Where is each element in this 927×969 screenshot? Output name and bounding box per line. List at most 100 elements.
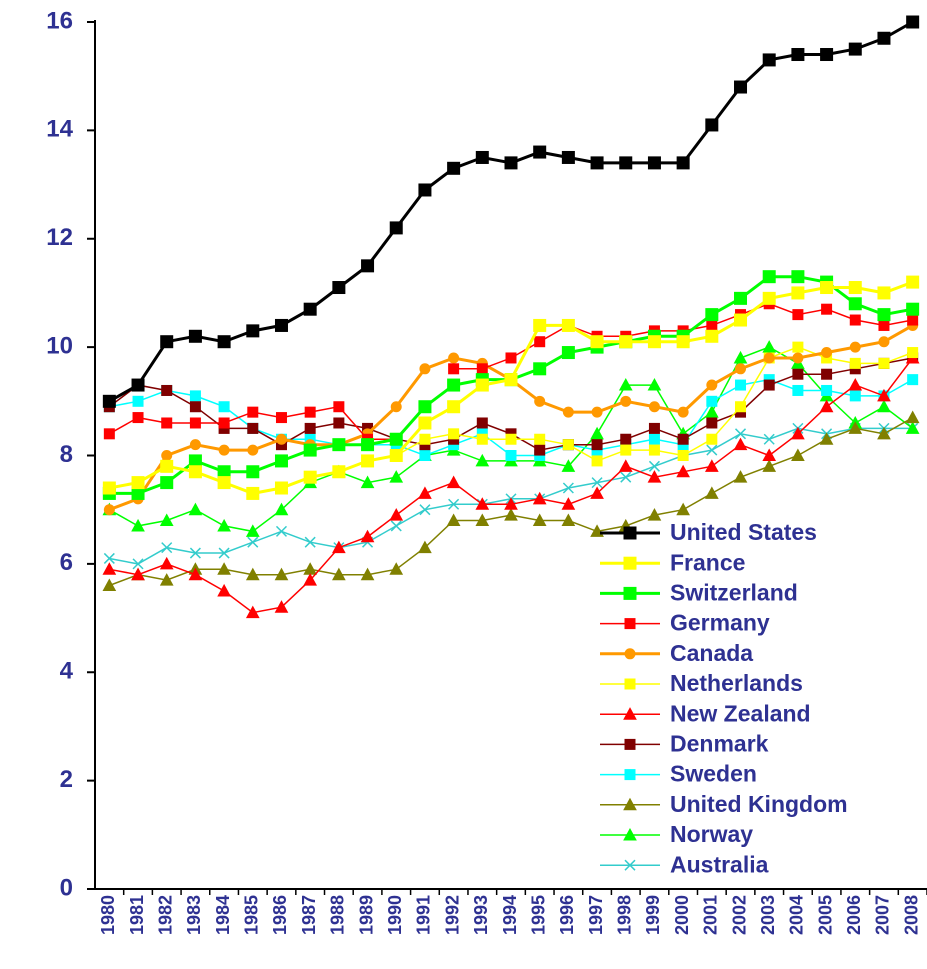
marker bbox=[476, 433, 488, 445]
marker bbox=[648, 460, 660, 472]
legend-label: Netherlands bbox=[670, 670, 803, 696]
marker bbox=[620, 444, 632, 456]
marker bbox=[159, 513, 174, 527]
marker bbox=[878, 357, 890, 369]
marker bbox=[821, 384, 833, 396]
marker bbox=[591, 439, 603, 451]
marker bbox=[274, 454, 288, 468]
marker bbox=[217, 465, 231, 479]
marker bbox=[534, 444, 546, 456]
marker bbox=[161, 417, 173, 429]
marker bbox=[218, 401, 230, 413]
marker bbox=[620, 471, 632, 483]
marker bbox=[561, 318, 575, 332]
marker bbox=[623, 797, 637, 811]
marker bbox=[590, 156, 604, 170]
marker bbox=[246, 465, 260, 479]
marker bbox=[849, 341, 861, 353]
marker bbox=[132, 412, 144, 424]
x-tick-label: 2004 bbox=[787, 895, 807, 935]
marker bbox=[561, 459, 576, 472]
legend-label: New Zealand bbox=[670, 700, 811, 726]
marker bbox=[734, 291, 748, 305]
marker bbox=[791, 48, 805, 62]
marker bbox=[418, 183, 432, 197]
marker bbox=[161, 542, 173, 554]
legend-label: Germany bbox=[670, 610, 770, 636]
marker bbox=[620, 433, 632, 445]
marker bbox=[762, 448, 777, 461]
marker bbox=[677, 433, 689, 445]
y-tick-label: 12 bbox=[46, 224, 73, 251]
marker bbox=[132, 558, 144, 570]
x-tick-label: 1982 bbox=[155, 895, 175, 935]
marker bbox=[734, 80, 748, 94]
marker bbox=[333, 417, 345, 429]
marker bbox=[218, 547, 230, 559]
marker bbox=[624, 769, 636, 781]
marker bbox=[275, 433, 287, 445]
marker bbox=[189, 390, 201, 402]
marker bbox=[389, 432, 403, 446]
marker bbox=[706, 444, 718, 456]
marker bbox=[333, 401, 345, 413]
x-tick-label: 2001 bbox=[701, 895, 721, 935]
marker bbox=[590, 335, 604, 349]
marker bbox=[848, 297, 862, 311]
marker bbox=[532, 491, 547, 505]
marker bbox=[906, 15, 920, 29]
marker bbox=[590, 486, 604, 499]
marker bbox=[161, 384, 173, 396]
marker bbox=[735, 401, 747, 413]
marker bbox=[819, 432, 834, 445]
marker bbox=[476, 363, 488, 375]
x-tick-label: 1995 bbox=[528, 895, 548, 935]
marker bbox=[792, 309, 804, 321]
x-tick-label: 1987 bbox=[299, 895, 319, 935]
marker bbox=[131, 486, 145, 500]
marker bbox=[705, 118, 719, 132]
marker bbox=[877, 388, 891, 402]
marker bbox=[418, 486, 432, 499]
legend-label: Switzerland bbox=[670, 579, 798, 605]
marker bbox=[504, 497, 518, 510]
marker bbox=[303, 443, 317, 457]
marker bbox=[102, 394, 116, 408]
marker bbox=[705, 308, 719, 322]
x-tick-label: 2008 bbox=[901, 895, 921, 935]
marker bbox=[303, 470, 317, 484]
x-tick-label: 2005 bbox=[815, 895, 835, 935]
marker bbox=[534, 395, 546, 407]
marker bbox=[247, 422, 259, 434]
marker bbox=[247, 536, 259, 548]
x-tick-label: 1992 bbox=[442, 895, 462, 935]
marker bbox=[360, 567, 375, 581]
marker bbox=[533, 318, 547, 332]
marker bbox=[419, 363, 431, 375]
marker bbox=[620, 395, 632, 407]
marker bbox=[189, 439, 201, 451]
marker bbox=[849, 314, 861, 326]
marker bbox=[907, 314, 919, 326]
marker bbox=[532, 513, 547, 527]
marker bbox=[791, 448, 805, 461]
marker bbox=[706, 379, 718, 391]
series-line bbox=[108, 302, 913, 440]
y-tick-label: 4 bbox=[60, 658, 74, 685]
marker bbox=[189, 547, 201, 559]
marker bbox=[217, 518, 231, 532]
marker bbox=[274, 567, 289, 581]
marker bbox=[245, 567, 260, 581]
marker bbox=[332, 465, 346, 479]
y-tick-label: 6 bbox=[60, 549, 73, 576]
marker bbox=[849, 390, 861, 402]
marker bbox=[533, 145, 547, 159]
marker bbox=[561, 497, 576, 510]
x-tick-label: 1980 bbox=[98, 895, 118, 935]
marker bbox=[619, 156, 633, 170]
marker bbox=[591, 406, 603, 418]
marker bbox=[504, 508, 518, 521]
marker bbox=[274, 600, 289, 613]
marker bbox=[704, 405, 719, 418]
marker bbox=[475, 378, 489, 392]
